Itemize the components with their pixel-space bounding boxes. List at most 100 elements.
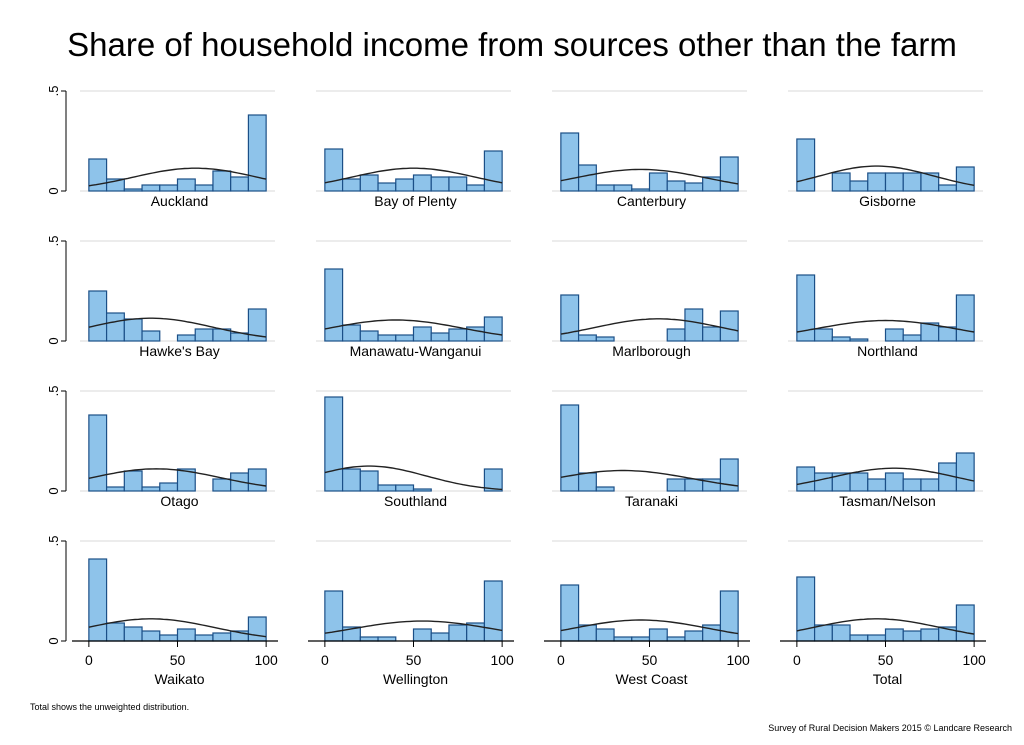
histogram-bar	[105, 486, 125, 492]
histogram-bar	[560, 584, 580, 642]
histogram-bar	[849, 338, 869, 342]
density-curve	[796, 618, 975, 635]
histogram-bar	[377, 484, 397, 492]
panel-label: Marlborough	[612, 343, 691, 359]
histogram-bar	[719, 310, 739, 342]
panel-label: Wellington	[383, 671, 448, 687]
histogram-bar	[483, 150, 503, 192]
histogram-bar	[483, 468, 503, 492]
histogram-bar	[430, 632, 450, 642]
histogram-bar	[684, 182, 704, 192]
histogram-bar	[831, 336, 851, 342]
histogram-bar	[448, 624, 468, 642]
histogram-bar	[719, 458, 739, 492]
histogram-bar	[176, 334, 196, 342]
panel-label: Tasman/Nelson	[839, 493, 936, 509]
histogram-bar	[595, 336, 615, 342]
histogram-bar	[702, 326, 722, 342]
density-curve	[88, 167, 267, 187]
histogram-bar	[359, 330, 379, 342]
x-tick-label: 100	[726, 652, 750, 668]
x-tick-label: 0	[557, 652, 565, 668]
density-curve	[324, 167, 503, 184]
histogram-bar	[123, 470, 143, 492]
histogram-bar	[412, 174, 432, 192]
histogram-bar	[324, 396, 344, 492]
density-curve	[88, 618, 267, 638]
density-curve	[560, 469, 739, 487]
density-curve	[796, 467, 975, 486]
histogram-bar	[920, 628, 940, 642]
y-tick-label: 0	[46, 487, 61, 494]
y-tick-label: 0	[46, 187, 61, 194]
histogram-bar	[88, 558, 108, 642]
histogram-bar	[448, 328, 468, 342]
histogram-bar	[176, 628, 196, 642]
y-tick-label: .5	[46, 86, 61, 97]
histogram-bar	[920, 478, 940, 492]
histogram-bar	[212, 478, 232, 492]
histogram-bar	[341, 178, 361, 192]
histogram-bar	[796, 576, 816, 642]
histogram-bar	[141, 184, 161, 192]
histogram-bar	[123, 188, 143, 192]
histogram-bar	[938, 184, 958, 192]
histogram-bar	[412, 326, 432, 342]
histogram-bar	[813, 328, 833, 342]
histogram-bar	[955, 294, 975, 342]
histogram-bar	[88, 290, 108, 342]
x-tick-label: 100	[962, 652, 986, 668]
histogram-bar	[884, 172, 904, 192]
density-curve	[560, 168, 739, 185]
histogram-bar	[341, 324, 361, 342]
histogram-bar	[430, 176, 450, 192]
panel-label: Manawatu-Wanganui	[350, 343, 482, 359]
histogram-bar	[466, 184, 486, 192]
histogram-bar	[684, 478, 704, 492]
y-tick-label: 0	[46, 637, 61, 644]
x-tick-label: 50	[878, 652, 894, 668]
histogram-bar	[141, 330, 161, 342]
histogram-bar	[902, 630, 922, 642]
y-tick-label: .5	[46, 236, 61, 247]
histogram-bar	[902, 334, 922, 342]
panel-label: Canterbury	[617, 193, 686, 209]
histogram-bar	[867, 172, 887, 192]
histogram-bar	[867, 478, 887, 492]
density-curve	[560, 619, 739, 635]
histogram-bar	[247, 616, 267, 642]
histogram-bar	[631, 188, 651, 192]
histogram-bar	[595, 184, 615, 192]
histogram-bar	[176, 178, 196, 192]
histogram-bar	[666, 478, 686, 492]
x-tick-label: 50	[406, 652, 422, 668]
histogram-bar	[813, 624, 833, 642]
histogram-bar	[341, 468, 361, 492]
density-curve	[324, 465, 503, 491]
histogram-bar	[194, 184, 214, 192]
y-tick-label: .5	[46, 386, 61, 397]
chart-title: Share of household income from sources o…	[67, 26, 957, 63]
histogram-bar	[430, 332, 450, 342]
histogram-bar	[123, 318, 143, 342]
histogram-bar	[247, 308, 267, 342]
histogram-bar	[577, 164, 597, 192]
histogram-bar	[955, 604, 975, 642]
histogram-bar	[613, 184, 633, 192]
credit-line: Survey of Rural Decision Makers 2015 © L…	[768, 723, 1012, 733]
histogram-bar	[247, 468, 267, 492]
x-tick-label: 100	[254, 652, 278, 668]
histogram-bar	[412, 628, 432, 642]
histogram-bar	[448, 176, 468, 192]
histogram-bar	[159, 634, 179, 642]
panel-label: Total	[873, 671, 903, 687]
density-curve	[324, 319, 503, 336]
x-tick-label: 0	[85, 652, 93, 668]
panel-label: Hawke's Bay	[139, 343, 219, 359]
panel-label: West Coast	[615, 671, 687, 687]
panel-label: Bay of Plenty	[374, 193, 457, 209]
histogram-bar	[666, 328, 686, 342]
histogram-bar	[324, 148, 344, 192]
panel-label: Otago	[160, 493, 198, 509]
histogram-bar	[483, 316, 503, 342]
